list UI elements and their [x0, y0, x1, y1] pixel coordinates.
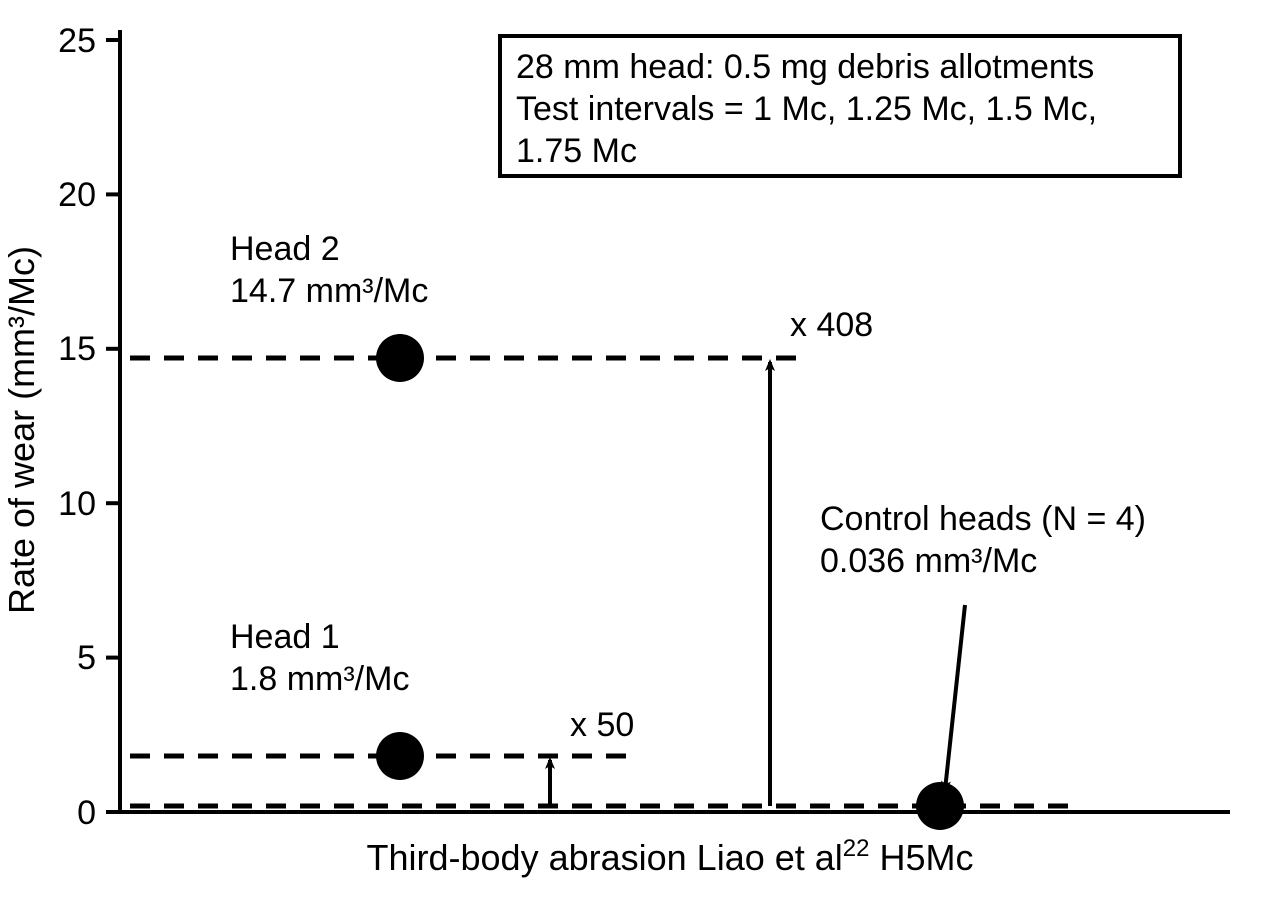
ytick-10: 10 [58, 485, 96, 523]
point-head2 [376, 334, 424, 382]
info-line-3: 1.75 Mc [516, 132, 637, 170]
ytick-15: 15 [58, 330, 96, 368]
label-x50: x 50 [570, 706, 634, 744]
ytick-5: 5 [77, 639, 96, 677]
chart-container: 0 5 10 15 20 25 Rate of wear (mm³/Mc) He… [0, 0, 1280, 897]
label-control-line2: 0.036 mm³/Mc [820, 542, 1037, 580]
label-head2-line1: Head 2 [230, 230, 340, 268]
xcap-ref: 22 [843, 835, 870, 862]
info-line-2: Test intervals = 1 Mc, 1.25 Mc, 1.5 Mc, [516, 90, 1097, 128]
ytick-0: 0 [77, 794, 96, 832]
point-control [916, 782, 964, 830]
ytick-25: 25 [58, 22, 96, 60]
point-head1 [376, 732, 424, 780]
info-line-1: 28 mm head: 0.5 mg debris allotments [516, 48, 1094, 86]
label-head1-line2: 1.8 mm³/Mc [230, 660, 409, 698]
xcap-prefix: Third-body abrasion Liao et al [367, 837, 843, 878]
label-head1-line1: Head 1 [230, 618, 340, 656]
info-box: 28 mm head: 0.5 mg debris allotments Tes… [500, 36, 1180, 176]
label-head2-line2: 14.7 mm³/Mc [230, 272, 428, 310]
ytick-20: 20 [58, 176, 96, 214]
label-control-line1: Control heads (N = 4) [820, 500, 1146, 538]
y-ticks: 0 5 10 15 20 25 [58, 22, 120, 832]
y-axis-label: Rate of wear (mm³/Mc) [1, 246, 42, 614]
x-axis-caption: Third-body abrasion Liao et al22 H5Mc [367, 835, 974, 878]
arrow-control-label [945, 605, 965, 790]
xcap-suffix: H5Mc [869, 837, 973, 878]
label-x408: x 408 [790, 306, 873, 344]
chart-svg: 0 5 10 15 20 25 Rate of wear (mm³/Mc) He… [0, 0, 1280, 897]
